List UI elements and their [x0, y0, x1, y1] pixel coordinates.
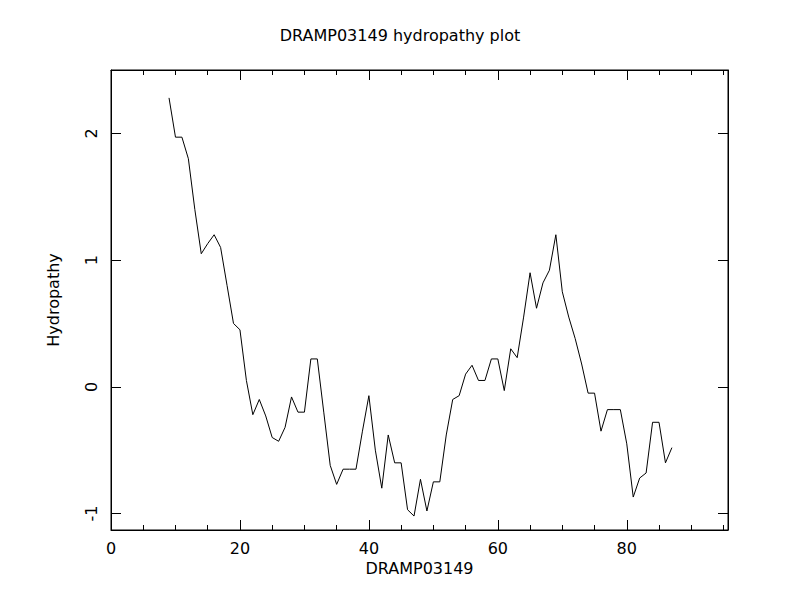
svg-text:0: 0	[106, 539, 116, 558]
svg-text:1: 1	[82, 255, 101, 265]
svg-text:40: 40	[359, 539, 379, 558]
svg-text:80: 80	[617, 539, 637, 558]
svg-text:DRAMP03149 hydropathy plot: DRAMP03149 hydropathy plot	[280, 26, 521, 45]
svg-text:Hydropathy: Hydropathy	[44, 253, 63, 347]
svg-text:2: 2	[82, 128, 101, 138]
svg-text:DRAMP03149: DRAMP03149	[365, 559, 473, 578]
svg-text:-1: -1	[82, 506, 101, 522]
svg-text:0: 0	[82, 382, 101, 392]
svg-text:60: 60	[488, 539, 508, 558]
svg-text:20: 20	[230, 539, 250, 558]
